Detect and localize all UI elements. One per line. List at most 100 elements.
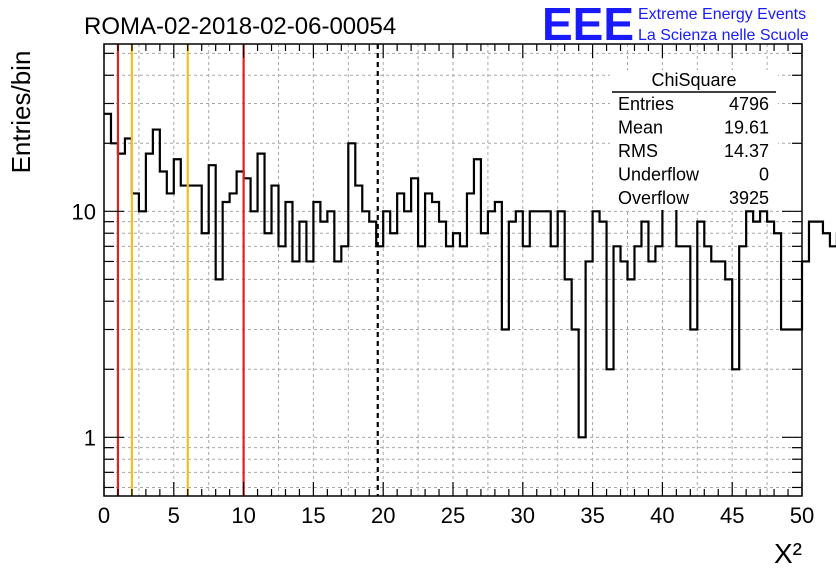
- y-tick-label: 10: [72, 199, 96, 224]
- stats-label: Overflow: [618, 188, 690, 208]
- histogram-bin: [279, 246, 286, 496]
- histogram-bin: [795, 329, 802, 496]
- org-name-line2: La Scienza nelle Scuole: [638, 27, 809, 44]
- x-tick-label: 30: [511, 503, 535, 528]
- histogram-bin: [174, 159, 181, 496]
- histogram-bin: [216, 279, 223, 496]
- histogram-bin: [816, 222, 823, 496]
- reference-lines: [116, 44, 379, 496]
- histogram-bin: [404, 211, 411, 496]
- histogram-bin: [711, 261, 718, 496]
- histogram-bin: [418, 246, 425, 496]
- y-tick-label: 1: [84, 425, 96, 450]
- histogram-bin: [320, 222, 327, 496]
- histogram-bin: [167, 193, 174, 496]
- histogram-bin: [488, 211, 495, 496]
- histogram-bin: [788, 329, 795, 496]
- histogram-bin: [676, 246, 683, 496]
- stats-label: Mean: [618, 118, 663, 138]
- histogram-bin: [746, 211, 753, 496]
- histogram-bin: [439, 222, 446, 496]
- histogram-bin: [809, 222, 816, 496]
- histogram-bin: [830, 246, 836, 496]
- histogram-bin: [641, 222, 648, 496]
- histogram-bin: [551, 246, 558, 496]
- x-tick-label: 20: [371, 503, 395, 528]
- histogram-bin: [544, 211, 551, 496]
- stats-title: ChiSquare: [651, 70, 736, 90]
- histogram-bin: [460, 246, 467, 496]
- histogram-bin: [299, 222, 306, 496]
- histogram-bin: [621, 261, 628, 496]
- stats-value: 19.61: [724, 118, 769, 138]
- histogram-bin: [160, 172, 167, 496]
- x-tick-label: 15: [301, 503, 325, 528]
- histogram-outline: [104, 112, 836, 439]
- axes: [103, 43, 803, 497]
- x-tick-label: 40: [650, 503, 674, 528]
- x-tick-labels: 0 5 10 15 20 25 30 35 40 45 50: [98, 503, 814, 528]
- histogram-bin: [704, 246, 711, 496]
- histogram-bin: [369, 222, 376, 496]
- x-tick-label: 45: [720, 503, 744, 528]
- histogram-bin: [446, 246, 453, 496]
- stats-label: Entries: [618, 94, 674, 114]
- histogram-bin: [251, 211, 258, 496]
- histogram-bin: [690, 329, 697, 496]
- stats-box: ChiSquare Entries 4796 Mean 19.61 RMS 14.37 Un…: [610, 70, 778, 210]
- x-tick-label: 50: [790, 503, 814, 528]
- stats-value: 3925: [729, 188, 769, 208]
- histogram-bin: [139, 211, 146, 496]
- histogram-bin: [767, 222, 774, 496]
- histogram-bin: [104, 114, 111, 496]
- histogram-bin: [628, 279, 635, 496]
- run-title: ROMA-02-2018-02-06-00054: [84, 13, 396, 40]
- histogram-bin: [334, 261, 341, 496]
- histogram-bin: [648, 261, 655, 496]
- stats-box-background: [610, 70, 778, 210]
- histogram-bin: [390, 233, 397, 496]
- histogram-bins: [104, 112, 836, 496]
- histogram-bin: [502, 329, 509, 496]
- stats-value: 4796: [729, 94, 769, 114]
- eee-logo: EEE: [542, 0, 634, 50]
- histogram-bin: [760, 211, 767, 496]
- histogram-bin: [202, 233, 209, 496]
- histogram-bin: [579, 437, 586, 496]
- stats-value: 0: [759, 165, 769, 185]
- histogram-bin: [753, 222, 760, 496]
- histogram-bin: [607, 369, 614, 496]
- histogram-bin: [537, 211, 544, 496]
- x-axis-label: X²: [774, 538, 802, 569]
- x-tick-label: 0: [98, 503, 110, 528]
- histogram-bin: [530, 211, 537, 496]
- histogram-bin: [523, 246, 530, 496]
- histogram-bin: [453, 233, 460, 496]
- org-name-line1: Extreme Energy Events: [638, 6, 806, 23]
- stats-label: Underflow: [618, 165, 700, 185]
- x-tick-label: 35: [580, 503, 604, 528]
- histogram-bin: [481, 233, 488, 496]
- y-tick-labels: 1 10: [72, 199, 96, 450]
- x-tick-label: 5: [168, 503, 180, 528]
- histogram-bin: [718, 261, 725, 496]
- histogram-bin: [362, 211, 369, 496]
- histogram-bin: [153, 130, 160, 496]
- histogram-bin: [655, 246, 662, 496]
- histogram-bin: [292, 261, 299, 496]
- x-tick-label: 25: [441, 503, 465, 528]
- histogram-bin: [516, 211, 523, 496]
- histogram-bin: [265, 233, 272, 496]
- histogram-bin: [781, 329, 788, 496]
- histogram-bin: [634, 246, 641, 496]
- histogram-bin: [341, 246, 348, 496]
- histogram-bin: [383, 211, 390, 496]
- histogram-bin: [432, 202, 439, 496]
- stats-value: 14.37: [724, 141, 769, 161]
- histogram-bin: [355, 186, 362, 496]
- x-tick-label: 10: [231, 503, 255, 528]
- histogram-bin: [732, 369, 739, 496]
- histogram-bin: [230, 193, 237, 496]
- stats-label: RMS: [618, 141, 658, 161]
